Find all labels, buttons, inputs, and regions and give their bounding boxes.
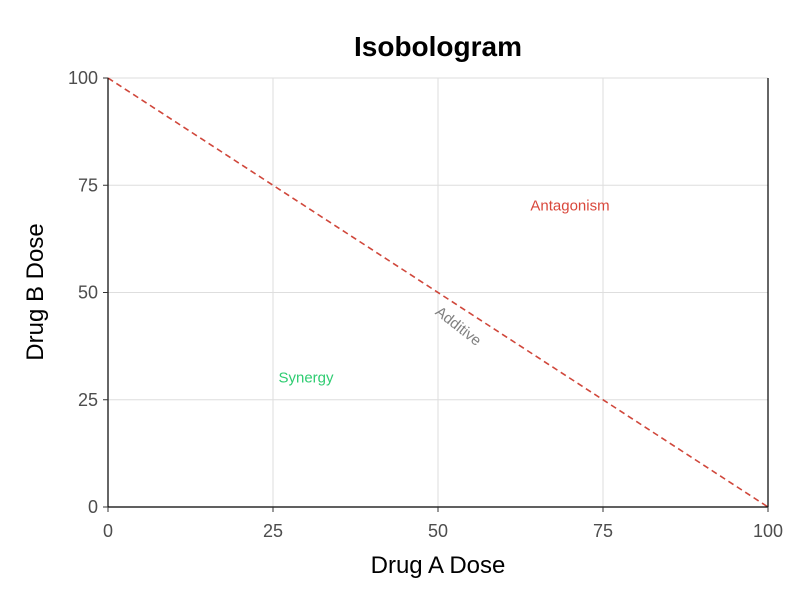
y-axis-title: Drug B Dose (22, 223, 49, 360)
y-tick-label: 25 (78, 390, 98, 410)
x-tick-label: 50 (428, 521, 448, 541)
x-tick-label: 100 (753, 521, 783, 541)
y-tick-label: 50 (78, 283, 98, 303)
axes: 0 25 50 75 100 0 25 50 75 100 (68, 68, 783, 541)
x-axis-title: Drug A Dose (371, 552, 506, 579)
y-tick-label: 0 (88, 497, 98, 517)
x-tick-label: 25 (263, 521, 283, 541)
y-tick-label: 75 (78, 175, 98, 195)
x-tick-label: 75 (593, 521, 613, 541)
y-tick-label: 100 (68, 68, 98, 88)
chart-title: Isobologram (354, 31, 522, 62)
annotation-antagonism: Antagonism (530, 198, 609, 215)
x-tick-label: 0 (103, 521, 113, 541)
plot-series (107, 77, 769, 508)
additive-line (107, 77, 769, 508)
annotation-synergy: Synergy (278, 369, 334, 386)
